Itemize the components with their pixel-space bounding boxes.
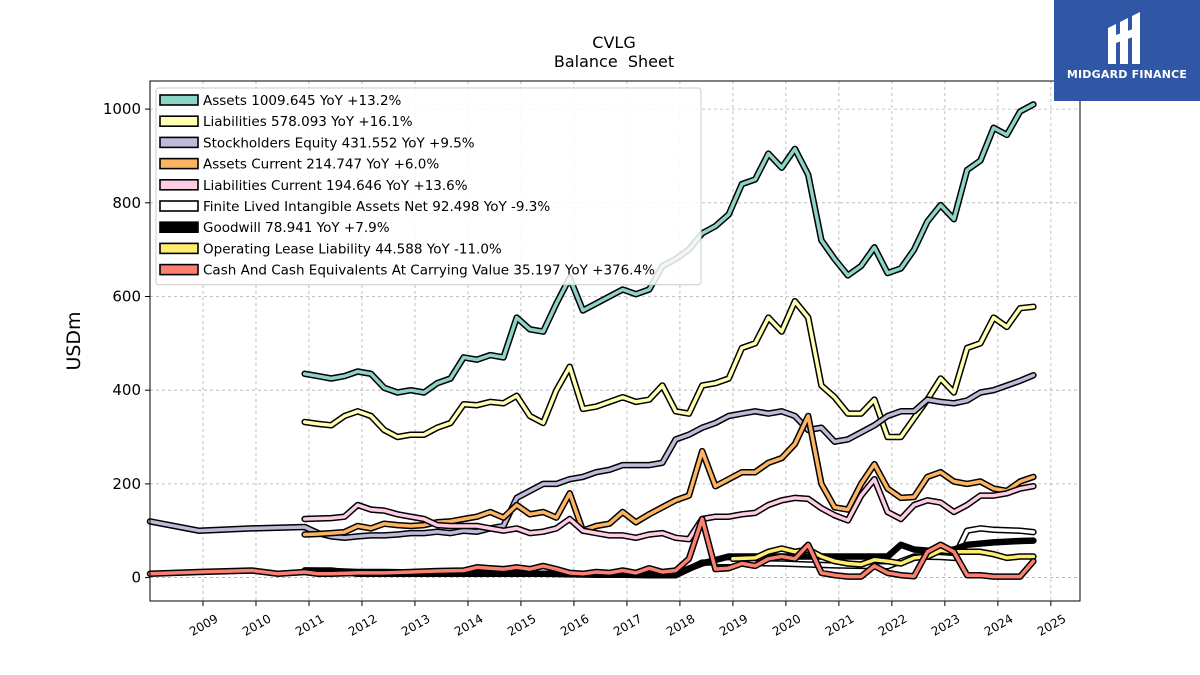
series-line — [302, 477, 1036, 541]
legend-label: Assets 1009.645 YoY +13.2% — [203, 93, 402, 109]
chart-title: CVLG — [592, 33, 635, 52]
y-tick-label: 0 — [131, 569, 141, 587]
legend-label: Finite Lived Intangible Assets Net 92.49… — [203, 199, 550, 215]
legend-label: Goodwill 78.941 YoY +7.9% — [203, 220, 390, 236]
legend: Assets 1009.645 YoY +13.2% Liabilities 57… — [155, 87, 702, 286]
brand-name: MIDGARD FINANCE — [1066, 68, 1188, 81]
midgard-logo-icon — [1108, 12, 1140, 64]
y-tick-label: 800 — [112, 194, 141, 212]
legend-swatch — [159, 136, 199, 149]
legend-label: Operating Lease Liability 44.588 YoY -11… — [203, 241, 502, 257]
series-cash-and-cash-equivalents-at-carrying-value — [146, 515, 1037, 580]
series-line — [302, 414, 1036, 537]
series-stockholders-equity — [146, 371, 1037, 542]
series-operating-lease-liability — [729, 545, 1037, 568]
legend-label: Assets Current 214.747 YoY +6.0% — [203, 157, 439, 173]
series-assets-current — [301, 412, 1037, 538]
legend-swatch — [159, 157, 199, 170]
legend-label: Liabilities Current 194.646 YoY +13.6% — [203, 178, 468, 194]
series-line — [148, 373, 1036, 540]
series-line — [731, 546, 1036, 567]
series-liabilities-current — [301, 475, 1037, 543]
legend-swatch — [159, 242, 199, 255]
midgard-finance-logo: MIDGARD FINANCE — [1054, 0, 1200, 101]
plot-frame — [149, 80, 1081, 602]
legend-label: Cash And Cash Equivalents At Carrying Va… — [203, 263, 655, 279]
legend-swatch — [159, 200, 199, 212]
y-axis-label: USDm — [63, 311, 85, 370]
legend-swatch — [159, 263, 199, 276]
series-line — [148, 517, 1036, 579]
y-tick-label: 1000 — [103, 100, 141, 118]
legend-label: Liabilities 578.093 YoY +16.1% — [203, 114, 413, 130]
chart-subtitle: Balance Sheet — [554, 52, 674, 71]
y-tick-label: 400 — [112, 381, 141, 399]
legend-swatch — [159, 94, 199, 106]
series-liabilities — [301, 297, 1037, 441]
series-line — [302, 299, 1036, 439]
legend-box — [155, 87, 702, 286]
legend-label: Stockholders Equity 431.552 YoY +9.5% — [203, 135, 475, 151]
y-tick-label: 600 — [112, 287, 141, 305]
legend-swatch — [159, 115, 199, 127]
y-tick-label: 200 — [112, 475, 141, 493]
legend-swatch — [159, 179, 199, 191]
legend-swatch — [159, 221, 199, 233]
